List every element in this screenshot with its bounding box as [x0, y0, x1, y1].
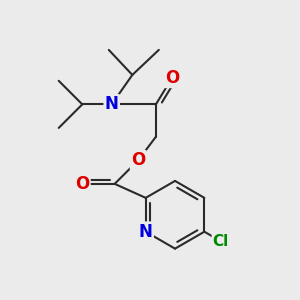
Text: O: O [131, 151, 145, 169]
Text: O: O [75, 175, 89, 193]
Text: Cl: Cl [212, 233, 229, 248]
Text: N: N [139, 223, 153, 241]
Text: N: N [105, 95, 119, 113]
Text: O: O [165, 69, 179, 87]
